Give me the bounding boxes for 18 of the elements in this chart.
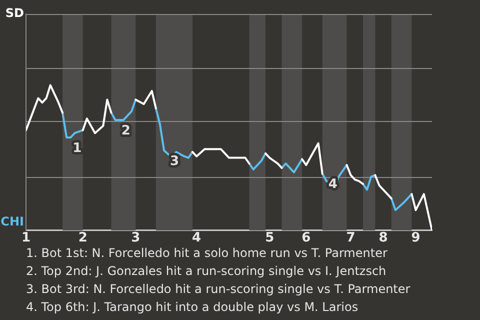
- x-tick-label: 8: [378, 230, 388, 246]
- x-tick-label: 3: [131, 230, 140, 246]
- text: 2. Top 2nd: J. Gonzales hit a run-scoring single vs I. Jentzsch: [26, 263, 388, 280]
- x-tick-label: 1: [21, 230, 31, 246]
- x-tick-label: 4: [192, 230, 202, 246]
- annotation: 2: [121, 123, 130, 138]
- x-tick-label: 2: [78, 230, 88, 246]
- x-tick-label: 6: [302, 230, 311, 246]
- text: CHI: [0, 214, 24, 229]
- text: 3. Bot 3rd: N. Forcelledo hit a run-scoring single vs T. Parmenter: [26, 281, 410, 298]
- text: 4. Top 6th: J. Tarango hit into a double play vs M. Larios: [26, 299, 360, 316]
- x-tick-label: 5: [265, 230, 274, 246]
- text: SD: [5, 6, 24, 20]
- annotation: 3: [170, 154, 180, 169]
- annotation: 1: [72, 140, 82, 156]
- x-tick-label: 7: [346, 230, 356, 246]
- x-tick-label: 9: [411, 230, 420, 246]
- text: 1. Bot 1st: N. Forcelledo hit a solo home run vs T. Parmenter: [26, 245, 388, 262]
